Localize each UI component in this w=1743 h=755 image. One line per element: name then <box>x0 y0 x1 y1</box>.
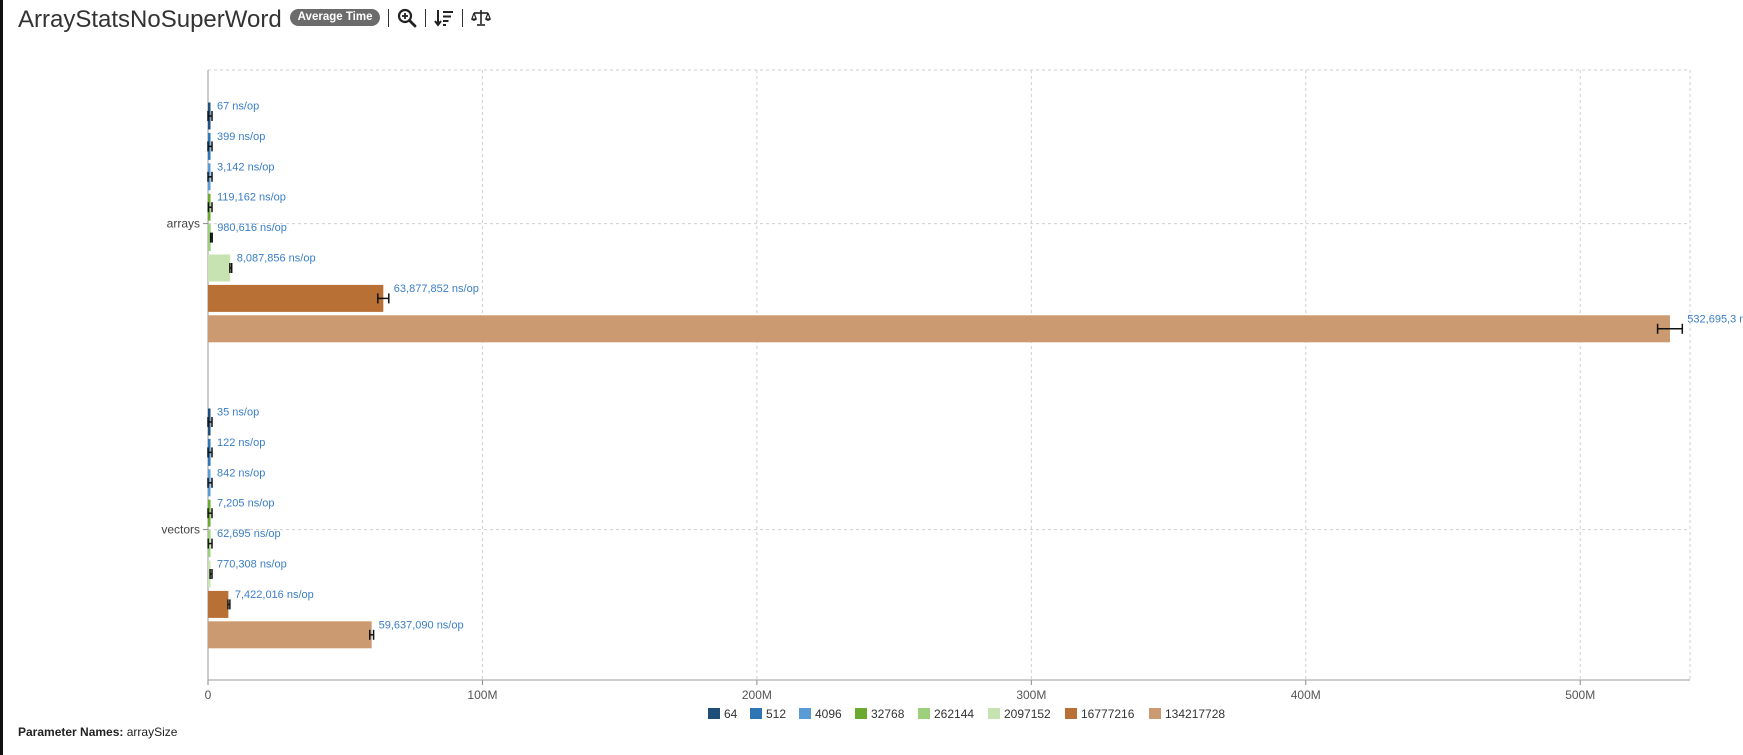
mode-badge: Average Time <box>289 8 381 26</box>
bar <box>208 560 211 588</box>
legend-item: 16777216 <box>1065 707 1135 720</box>
benchmark-title: ArrayStatsNoSuperWord <box>18 6 282 33</box>
data-label: 8,087,856 ns/op <box>237 253 316 265</box>
bar <box>208 224 211 252</box>
toolbar-divider <box>462 9 464 27</box>
data-label: 770,308 ns/op <box>217 559 287 571</box>
bar <box>208 284 384 312</box>
legend-swatch <box>799 708 811 719</box>
legend-swatch <box>708 708 720 719</box>
data-label: 63,877,852 ns/op <box>394 283 479 295</box>
data-label: 62,695 ns/op <box>217 528 281 540</box>
x-tick-label: 500M <box>1565 688 1595 702</box>
x-tick-label: 200M <box>742 688 772 702</box>
legend-item: 64 <box>708 707 738 720</box>
legend-item: 134217728 <box>1149 707 1225 720</box>
legend-label: 16777216 <box>1081 707 1135 720</box>
legend-item: 512 <box>750 707 786 720</box>
legend-label: 32768 <box>871 707 905 720</box>
scale-balance-icon[interactable] <box>471 8 492 28</box>
parameter-names-value: arraySize <box>126 725 178 739</box>
legend-label: 134217728 <box>1165 707 1225 720</box>
data-label: 3,142 ns/op <box>217 161 275 173</box>
toolbar-divider <box>425 9 427 27</box>
legend-swatch <box>1065 708 1077 719</box>
data-label: 7,422,016 ns/op <box>235 589 314 601</box>
category-label: arrays <box>167 217 200 231</box>
legend-item: 4096 <box>799 707 842 720</box>
bar <box>208 621 372 649</box>
sort-icon[interactable] <box>434 8 454 28</box>
legend-label: 262144 <box>934 707 974 720</box>
x-tick-label: 0 <box>205 688 212 702</box>
legend-swatch <box>750 708 762 719</box>
x-tick-label: 300M <box>1016 688 1046 702</box>
chart-header: ArrayStatsNoSuperWord Average Time <box>18 6 492 34</box>
legend-label: 512 <box>766 707 786 720</box>
x-tick-label: 100M <box>467 688 497 702</box>
data-label: 122 ns/op <box>217 437 265 449</box>
data-label: 532,695,3 ns/op <box>1687 313 1743 325</box>
data-label: 67 ns/op <box>217 101 259 113</box>
legend-swatch <box>1149 708 1161 719</box>
category-label: vectors <box>161 523 200 537</box>
legend-item: 262144 <box>918 707 974 720</box>
legend-label: 2097152 <box>1004 707 1051 720</box>
left-window-edge <box>0 0 3 755</box>
bar <box>208 315 1670 343</box>
bar <box>208 254 231 282</box>
parameter-names-label: Parameter Names: <box>18 725 124 739</box>
toolbar-divider <box>388 9 390 27</box>
legend-swatch <box>855 708 867 719</box>
data-label: 119,162 ns/op <box>217 192 286 204</box>
data-label: 35 ns/op <box>217 407 259 419</box>
data-label: 399 ns/op <box>217 131 265 143</box>
legend-label: 4096 <box>815 707 842 720</box>
data-label: 842 ns/op <box>217 467 265 479</box>
legend-label: 64 <box>724 707 738 720</box>
legend-item: 32768 <box>855 707 905 720</box>
data-label: 59,637,090 ns/op <box>379 619 464 631</box>
parameter-names: Parameter Names: arraySize <box>18 725 177 739</box>
legend-item: 2097152 <box>988 707 1051 720</box>
data-label: 980,616 ns/op <box>217 222 287 234</box>
legend-swatch <box>988 708 1000 719</box>
bar-chart: 0 100M 200M 300M 400M 500M arrays vectors 67 ns/… <box>161 69 1743 720</box>
bar <box>208 590 229 618</box>
data-label: 7,205 ns/op <box>217 498 275 510</box>
legend-swatch <box>918 708 930 719</box>
zoom-icon[interactable] <box>397 8 417 28</box>
x-tick-label: 400M <box>1291 688 1321 702</box>
